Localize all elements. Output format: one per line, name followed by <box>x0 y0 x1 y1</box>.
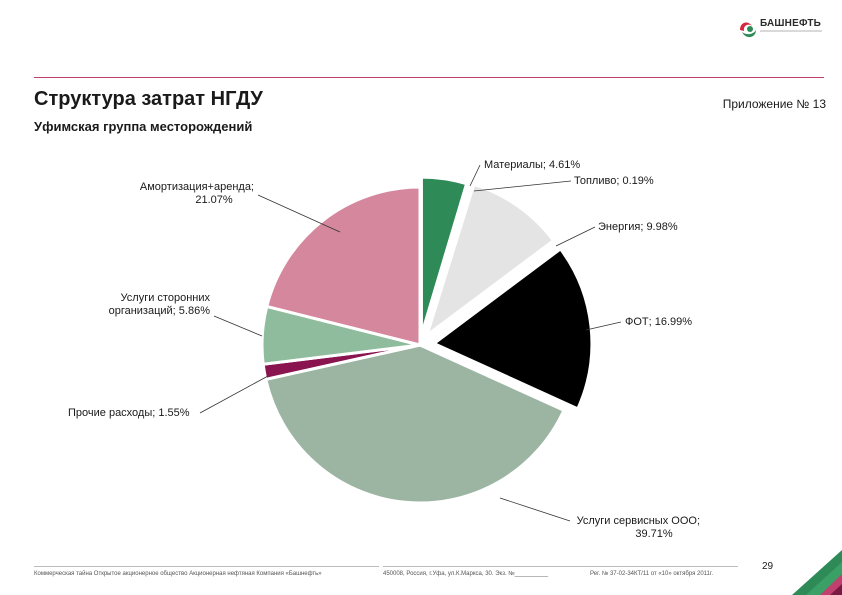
footer-rule-left <box>34 566 379 567</box>
slice-label-6: Прочие расходы; 1.55% <box>68 407 190 419</box>
pie-slice-1 <box>419 175 469 336</box>
leader-line-6 <box>199 375 269 414</box>
logo-underline <box>760 30 822 32</box>
slice-label-7: Услуги сторонних организаций; 5.86% <box>109 292 211 317</box>
slice-label-1: Материалы; 4.61% <box>484 159 580 171</box>
footer-registration: Рег. № 37-02-34КТ/11 от «10» октября 201… <box>590 571 714 577</box>
bashneft-logo-icon <box>740 22 756 38</box>
footer-confidential: Коммерческая тайна Открытое акционерное … <box>34 571 322 577</box>
leader-line-2 <box>473 180 572 192</box>
logo-name: БАШНЕФТЬ <box>760 18 822 29</box>
slice-label-3: Энергия; 9.98% <box>598 221 678 233</box>
pie-slice-3 <box>424 182 556 340</box>
pie-slice-4 <box>430 246 594 411</box>
slice-label-4: ФОТ; 16.99% <box>625 316 692 328</box>
leader-line-7 <box>213 315 263 337</box>
leader-line-8 <box>257 194 341 233</box>
corner-decoration <box>792 550 842 595</box>
pie-slice-2 <box>418 191 469 346</box>
page-title: Структура затрат НГДУ <box>34 88 263 110</box>
header-rule <box>34 77 824 78</box>
leader-line-5 <box>499 497 571 522</box>
pie-slice-8 <box>264 185 422 347</box>
slice-label-8: Амортизация+аренда; 21.07% <box>140 181 254 206</box>
footer-rule-right <box>383 566 738 567</box>
page-number: 29 <box>762 561 774 572</box>
leader-line-3 <box>555 226 596 247</box>
slice-label-5: Услуги сервисных ООО; 39.71% <box>577 515 700 540</box>
slice-label-2: Топливо; 0.19% <box>574 175 654 187</box>
pie-slice-5 <box>263 343 566 505</box>
leader-line-1 <box>469 164 481 187</box>
appendix-label: Приложение № 13 <box>722 97 826 111</box>
footer-address: 450008, Россия, г.Уфа, ул.К.Маркса, 30. … <box>383 571 549 577</box>
page-subtitle: Уфимская группа месторождений <box>34 119 253 134</box>
leader-line-4 <box>585 321 622 331</box>
